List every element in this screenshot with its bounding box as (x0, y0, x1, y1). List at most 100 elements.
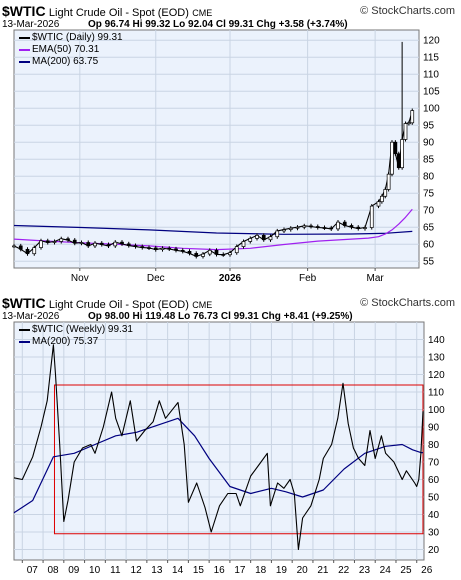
y-tick-label: 70 (428, 458, 440, 469)
candle-body (72, 239, 77, 244)
candle-body (201, 253, 205, 257)
y-tick-label: 50 (428, 493, 440, 504)
candle-body (99, 242, 104, 245)
chart-title: $WTIC Light Crude Oil - Spot (EOD) CME (2, 3, 212, 19)
candle-body (349, 225, 354, 228)
candle-body (25, 248, 30, 255)
candle-body (12, 245, 16, 248)
candle-body (336, 221, 340, 230)
x-tick-label: Feb (299, 273, 317, 284)
candle-body (255, 235, 259, 239)
candle-body (160, 247, 165, 250)
x-tick-label: 17 (234, 565, 246, 576)
candle-body (369, 205, 374, 228)
candle-body (174, 248, 178, 251)
candle-body (309, 225, 313, 228)
candle-body (214, 249, 219, 255)
y-tick-label: 70 (423, 206, 435, 217)
candle-body (221, 254, 226, 256)
candle-body (18, 245, 23, 250)
candle-body (393, 141, 398, 155)
candle-body (322, 227, 327, 229)
chart-legend: $WTIC (Weekly) 99.31 MA(200) 75.37 (19, 324, 133, 348)
candle-body (140, 246, 145, 248)
candle-body (288, 227, 293, 230)
ohlc-stats: Op 96.74 Hi 99.32 Lo 92.04 Cl 99.31 Chg … (88, 19, 348, 30)
y-tick-label: 60 (423, 240, 435, 251)
x-tick-label: 15 (193, 565, 205, 576)
x-tick-label: 2026 (219, 273, 242, 284)
y-tick-label: 140 (428, 335, 445, 346)
chart-description: Light Crude Oil - Spot (EOD) (48, 299, 189, 311)
candle-body (248, 238, 253, 242)
candle-body (93, 242, 97, 247)
candle-body (147, 247, 151, 249)
candle-body (329, 227, 334, 230)
brand-label[interactable]: © StockCharts.com (360, 297, 455, 309)
legend-swatch (19, 341, 30, 343)
legend-swatch (19, 37, 30, 39)
candle-body (268, 236, 273, 241)
candle-body (153, 247, 158, 250)
candle-body (167, 247, 172, 250)
candle-body (407, 122, 411, 125)
x-tick-label: 13 (151, 565, 163, 576)
candle-body (45, 240, 50, 243)
y-tick-label: 100 (428, 405, 445, 416)
candle-body (32, 247, 37, 255)
candle-body (383, 189, 388, 197)
x-tick-label: 23 (359, 565, 371, 576)
candle-body (120, 241, 124, 245)
x-tick-label: Nov (71, 273, 89, 284)
legend-swatch (19, 329, 30, 331)
y-tick-label: 115 (423, 53, 439, 64)
x-tick-label: 22 (338, 565, 350, 576)
chart-exchange: CME (192, 300, 213, 310)
y-tick-label: 65 (423, 223, 435, 234)
weekly-chart: 20 30 40 50 60 70 80 90 100 110 120 130 140 07 08 09 10 1… (13, 321, 445, 576)
y-tick-label: 60 (428, 475, 440, 486)
chart-legend: $WTIC (Daily) 99.31 EMA(50) 70.31 MA(200… (19, 32, 123, 68)
x-tick-label: Dec (147, 273, 165, 284)
y-tick-label: 90 (428, 423, 440, 434)
x-tick-label: 20 (297, 565, 309, 576)
weekly-chart-panel: 20 30 40 50 60 70 80 90 100 110 120 130 140 07 08 09 10 1… (0, 292, 461, 580)
brand-label[interactable]: © StockCharts.com (360, 5, 455, 17)
chart-exchange: CME (192, 8, 213, 18)
x-tick-label: 09 (68, 565, 80, 576)
x-tick-label: 11 (110, 565, 121, 576)
candle-body (126, 243, 131, 246)
candle-body (400, 139, 404, 169)
legend-entry-ma200: MA(200) 75.37 (19, 336, 133, 348)
y-tick-label: 120 (423, 36, 440, 47)
candle-body (356, 226, 361, 229)
candle-body (113, 241, 118, 247)
x-tick-label: 14 (172, 565, 184, 576)
daily-chart-panel: 55 60 65 70 75 80 85 90 95 100 105 110 115 120 Nov Dec 2… (0, 0, 461, 288)
candle-body (390, 141, 394, 175)
candle-body (363, 227, 367, 229)
candle-body (261, 235, 266, 241)
candle-body (403, 123, 408, 140)
candle-body (106, 244, 111, 247)
legend-swatch (19, 49, 30, 51)
candle-body (376, 201, 381, 207)
x-tick-label: 16 (214, 565, 226, 576)
candle-body (194, 253, 199, 257)
candle-body (187, 250, 192, 254)
x-tick-label: 08 (48, 565, 60, 576)
x-tick-label: 26 (421, 565, 433, 576)
x-tick-label: 21 (317, 565, 329, 576)
candle-body (282, 229, 286, 232)
y-tick-label: 80 (423, 172, 435, 183)
y-tick-label: 110 (423, 70, 439, 81)
candle-body (66, 238, 70, 241)
x-tick-label: 25 (400, 565, 412, 576)
x-tick-label: 24 (380, 565, 392, 576)
candle-body (275, 230, 280, 238)
x-tick-label: 10 (89, 565, 101, 576)
legend-swatch (19, 61, 30, 63)
candle-body (39, 240, 43, 248)
chart-symbol: $WTIC (2, 3, 46, 19)
chart-date: 13-Mar-2026 (2, 19, 60, 30)
